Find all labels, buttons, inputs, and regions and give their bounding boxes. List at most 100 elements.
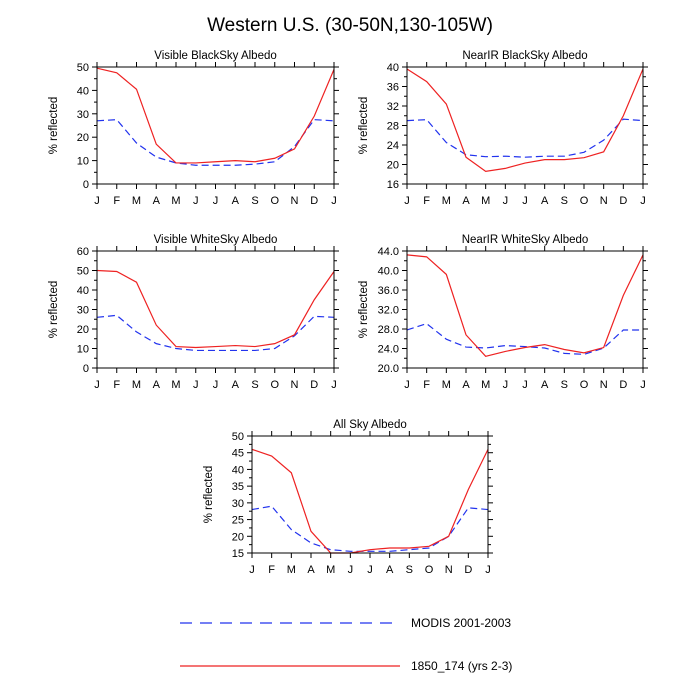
y-axis-label: % reflected: [203, 466, 215, 524]
x-tick-label: J: [213, 379, 219, 391]
modis-series-line: [406, 322, 643, 355]
y-tick-label: 0: [83, 363, 89, 375]
x-tick-label: A: [307, 564, 315, 576]
x-tick-label: D: [619, 379, 627, 391]
y-tick-label: 32: [387, 101, 399, 113]
x-tick-label: N: [291, 379, 299, 391]
figure-title: Western U.S. (30-50N,130-105W): [207, 15, 493, 36]
y-tick-label: 20: [77, 132, 89, 144]
modis-series-line: [406, 118, 644, 158]
model-series-line: [251, 448, 489, 554]
plot-frame: [251, 435, 489, 554]
chart-title: NearIR WhiteSky Albedo: [462, 234, 589, 246]
x-tick-label: N: [445, 564, 453, 576]
y-tick-label: 50: [77, 266, 89, 278]
x-tick-label: J: [213, 195, 219, 207]
chart-title: Visible BlackSky Albedo: [154, 50, 277, 62]
y-axis-label: % reflected: [48, 281, 60, 339]
x-tick-label: A: [153, 379, 161, 391]
x-tick-label: A: [153, 195, 161, 207]
x-tick-label: A: [232, 195, 240, 207]
x-tick-label: A: [462, 379, 470, 391]
x-tick-label: S: [561, 195, 568, 207]
x-tick-label: M: [481, 195, 490, 207]
y-tick-label: 40.0: [378, 266, 399, 278]
x-tick-label: M: [326, 564, 335, 576]
x-tick-label: M: [287, 564, 296, 576]
x-tick-label: J: [348, 564, 354, 576]
plot-frame: [96, 66, 335, 185]
y-tick-label: 24.0: [378, 344, 399, 356]
y-tick-label: 60: [77, 246, 89, 258]
model-series-line: [96, 67, 335, 164]
x-tick-label: J: [331, 195, 337, 207]
x-tick-label: J: [94, 195, 100, 207]
x-tick-label: O: [270, 195, 279, 207]
x-tick-label: D: [310, 379, 318, 391]
y-tick-label: 50: [77, 62, 89, 74]
y-tick-label: 20: [232, 531, 244, 543]
x-tick-label: S: [561, 379, 568, 391]
x-tick-label: M: [132, 379, 141, 391]
y-tick-label: 40: [387, 62, 399, 74]
x-tick-label: J: [94, 379, 100, 391]
x-tick-label: J: [522, 195, 528, 207]
modis-series-line: [96, 119, 335, 166]
y-tick-label: 44.0: [378, 246, 399, 258]
y-tick-label: 36.0: [378, 285, 399, 297]
x-tick-label: F: [423, 195, 430, 207]
y-tick-label: 15: [232, 548, 244, 560]
model-series-line: [96, 269, 335, 349]
y-tick-label: 20: [387, 160, 399, 172]
x-tick-label: J: [522, 379, 528, 391]
x-tick-label: F: [268, 564, 275, 576]
y-tick-label: 16: [387, 179, 399, 191]
x-tick-label: J: [640, 379, 646, 391]
x-tick-label: O: [425, 564, 434, 576]
x-tick-label: J: [404, 379, 410, 391]
y-tick-label: 10: [77, 344, 89, 356]
x-tick-label: D: [310, 195, 318, 207]
x-tick-label: A: [462, 195, 470, 207]
x-tick-label: F: [113, 379, 120, 391]
x-tick-label: M: [442, 195, 451, 207]
x-tick-label: O: [580, 379, 589, 391]
x-tick-label: M: [442, 379, 451, 391]
x-tick-label: A: [386, 564, 394, 576]
x-tick-label: J: [249, 564, 255, 576]
y-tick-label: 10: [77, 156, 89, 168]
legend-model-label: 1850_174 (yrs 2-3): [411, 659, 512, 673]
x-tick-label: M: [171, 195, 180, 207]
x-tick-label: J: [503, 379, 509, 391]
y-tick-label: 25: [232, 515, 244, 527]
x-tick-label: D: [464, 564, 472, 576]
x-tick-label: S: [251, 195, 258, 207]
x-tick-label: J: [193, 195, 199, 207]
x-tick-label: J: [640, 195, 646, 207]
model-series-line: [406, 68, 644, 172]
x-tick-label: D: [619, 195, 627, 207]
x-tick-label: J: [367, 564, 373, 576]
x-tick-label: M: [132, 195, 141, 207]
chart-title: Visible WhiteSky Albedo: [154, 234, 278, 246]
x-tick-label: F: [113, 195, 120, 207]
x-tick-label: O: [270, 379, 279, 391]
y-tick-label: 20.0: [378, 363, 399, 375]
x-tick-label: S: [406, 564, 413, 576]
chart-title: All Sky Albedo: [333, 419, 407, 431]
y-axis-label: % reflected: [358, 97, 370, 155]
x-tick-label: J: [485, 564, 491, 576]
x-tick-label: A: [232, 379, 240, 391]
model-series-line: [406, 254, 644, 357]
y-tick-label: 40: [77, 85, 89, 97]
x-tick-label: A: [541, 379, 549, 391]
x-tick-label: M: [481, 379, 490, 391]
y-tick-label: 36: [387, 82, 399, 94]
y-tick-label: 30: [232, 498, 244, 510]
x-tick-label: J: [193, 379, 199, 391]
plot-frame: [406, 250, 644, 369]
